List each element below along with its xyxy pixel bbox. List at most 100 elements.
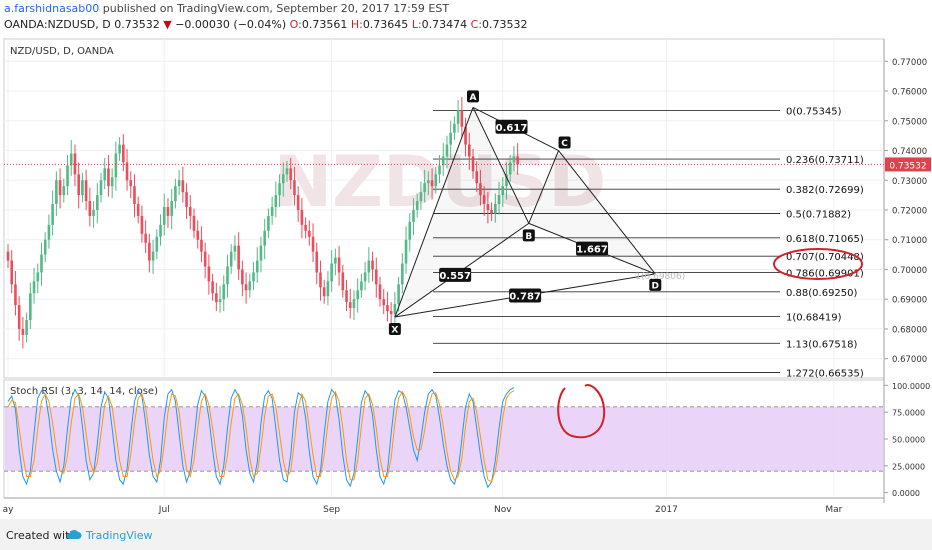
price-tick-label: 0.75000 [892, 117, 927, 127]
stoch-tick-label: 0.0000 [892, 489, 920, 498]
candle-body [110, 177, 114, 187]
candle-body [412, 209, 415, 222]
pattern-point-label: B [525, 232, 532, 242]
candle-body [516, 156, 519, 165]
candle-body [25, 320, 28, 335]
fib-level-label: 0(0.75345) [786, 107, 842, 118]
candle-body [162, 207, 166, 225]
current-price-badge-label: 0.73532 [889, 161, 926, 171]
candle-body [423, 183, 426, 193]
candle-body [6, 251, 10, 261]
candle-body [263, 230, 266, 246]
candle-body [508, 162, 512, 175]
candle-body [73, 153, 77, 175]
candle-body [17, 305, 21, 329]
candle-body [133, 186, 136, 205]
publish-text: published on TradingView.com, September … [99, 2, 450, 15]
candle-body [382, 299, 386, 306]
pattern-leg [528, 150, 560, 224]
candle-body [144, 233, 147, 243]
stoch-tick-label: 100.0000 [892, 382, 930, 391]
candle-body [129, 180, 133, 187]
stoch-d-line [7, 390, 515, 483]
candle-body [278, 183, 281, 196]
time-tick-label: 2017 [655, 505, 678, 515]
candle-body [512, 156, 516, 163]
candle-body [155, 236, 159, 252]
candle-body [479, 183, 482, 196]
open-key: O: [289, 18, 302, 31]
candle-body [237, 245, 240, 270]
candle-body [445, 144, 449, 157]
tradingview-brand-link[interactable]: TradingView [86, 529, 153, 542]
pattern-leg [558, 150, 656, 275]
candle-body [300, 209, 304, 225]
candle-body [21, 328, 25, 335]
price-tick-label: 0.71000 [892, 236, 927, 246]
candle-body [29, 293, 32, 321]
candle-body [322, 287, 326, 297]
d-projection-label: 1(0.69806) [635, 272, 685, 282]
candle-body [285, 168, 289, 175]
price-tick-label: 0.67000 [892, 355, 927, 365]
candle-body [486, 204, 490, 210]
highlight-circle-stoch [557, 384, 606, 439]
price-tick-label: 0.72000 [892, 206, 927, 216]
candle-body [233, 245, 237, 252]
chart-canvas[interactable]: NZDUSD 0(0.75345)0.236(0.73711)0.382(0.7… [0, 36, 932, 519]
candle-body [501, 186, 505, 196]
candle-body [10, 260, 14, 285]
candle-body [255, 260, 259, 273]
fib-level-label: 0.786(0.69901) [786, 268, 864, 279]
candle-body [270, 207, 274, 216]
candle-body [36, 272, 40, 282]
symbol-label: OANDA:NZDUSD, D [4, 18, 111, 31]
candle-body [92, 209, 95, 216]
fib-level-label: 0.382(0.72699) [786, 185, 864, 196]
candle-body [441, 156, 445, 166]
candle-body [122, 144, 125, 163]
candle-body [404, 239, 408, 264]
stoch-band [5, 406, 884, 472]
candle-body [218, 299, 222, 303]
candle-body [386, 305, 389, 312]
price-tick-label: 0.77000 [892, 58, 927, 68]
stoch-tick-label: 50.0000 [892, 436, 925, 445]
candle-body [177, 180, 181, 187]
pattern-leg [394, 107, 474, 318]
candle-body [315, 251, 319, 273]
candle-body [203, 251, 207, 267]
candle-body [69, 153, 73, 166]
fib-level-label: 1(0.68419) [786, 312, 842, 323]
candle-body [222, 284, 226, 300]
time-tick-label: Mar [825, 505, 842, 515]
candle-body [419, 192, 423, 202]
candle-body [274, 195, 278, 208]
close-value: 0.73532 [482, 18, 528, 31]
author-link[interactable]: a.farshidnasab00 [4, 2, 100, 15]
candle-body [330, 263, 333, 282]
candle-body [449, 132, 452, 145]
candle-body [360, 281, 363, 291]
stoch-k-line [7, 387, 515, 489]
candle-body [348, 302, 352, 309]
fib-level-label: 1.272(0.66535) [786, 368, 864, 379]
candle-body [66, 165, 69, 187]
candle-body [174, 186, 177, 202]
fib-level-label: 0.5(0.71882) [786, 209, 851, 220]
candle-body [55, 180, 58, 205]
candle-body [427, 180, 430, 184]
current-price-badge [885, 157, 931, 172]
candle-body [289, 168, 293, 181]
candle-body [467, 144, 471, 157]
time-tick-label: Nov [494, 505, 512, 515]
candle-body [32, 281, 36, 294]
candle-body [397, 284, 400, 304]
candle-body [341, 272, 345, 291]
price-tick-label: 0.74000 [892, 147, 927, 157]
chart-title: NZD/USD, D, OANDA [10, 46, 114, 57]
candle-body [471, 156, 475, 172]
candle-body [207, 266, 211, 282]
low-value: 0.73474 [421, 18, 468, 31]
candle-body [401, 263, 404, 285]
